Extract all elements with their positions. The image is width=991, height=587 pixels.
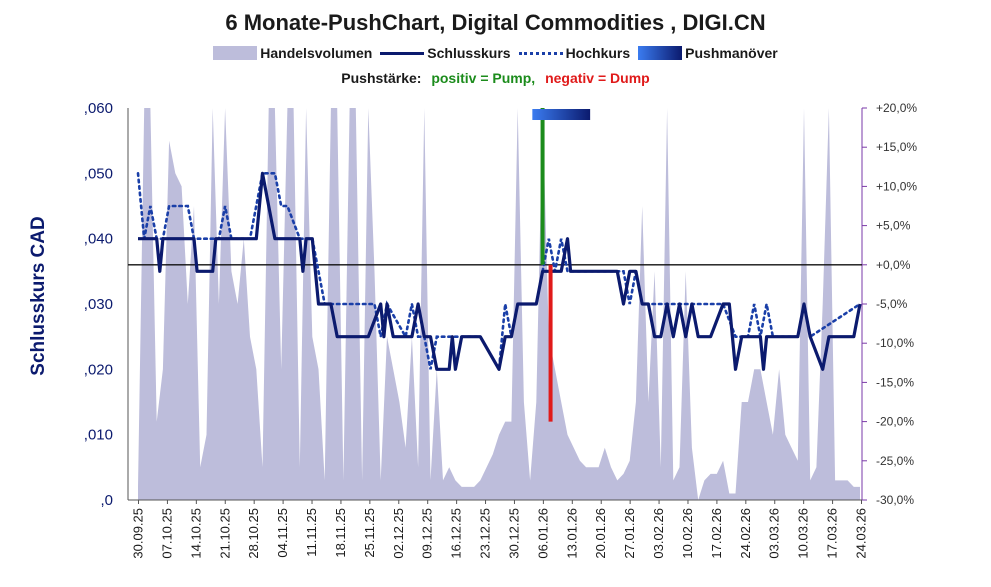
legend-push: Pushmanöver [638, 45, 778, 61]
legend-volume: Handelsvolumen [213, 45, 372, 61]
x-tick-label: 30.09.25 [131, 508, 146, 559]
y2-tick-label: +0,0% [876, 258, 911, 272]
y2-tick-label: +20,0% [876, 101, 917, 115]
x-tick-label: 27.01.26 [622, 508, 637, 559]
x-tick-label: 06.01.26 [535, 508, 550, 559]
legend-high: Hochkurs [518, 45, 631, 61]
x-tick-label: 20.01.26 [593, 508, 608, 559]
x-tick-label: 07.10.25 [159, 508, 174, 559]
y2-tick-label: -25,0% [876, 454, 914, 468]
push-strength-legend: Pushstärke: positiv = Pump, negativ = Du… [0, 70, 991, 86]
push-negative-label: negativ = Dump [545, 70, 650, 86]
close-series-line [138, 171, 862, 371]
y-tick-label: ,040 [84, 231, 113, 248]
x-tick-label: 23.12.25 [478, 508, 493, 559]
push-positive-label: positiv = Pump, [431, 70, 536, 86]
x-tick-label: 10.02.26 [680, 508, 695, 559]
y2-tick-label: +10,0% [876, 179, 917, 193]
y2-tick-label: -30,0% [876, 493, 914, 507]
legend: Handelsvolumen Schlusskurs Hochkurs Push… [0, 45, 991, 61]
x-tick-label: 13.01.26 [564, 508, 579, 559]
y-tick-label: ,060 [84, 100, 113, 117]
x-tick-label: 25.11.25 [362, 508, 377, 558]
legend-volume-label: Handelsvolumen [260, 45, 373, 61]
legend-close-swatch [380, 51, 425, 55]
x-tick-label: 17.02.26 [709, 508, 724, 559]
legend-close-label: Schlusskurs [427, 45, 511, 61]
x-tick-label: 14.10.25 [188, 508, 203, 559]
x-tick-label: 10.03.26 [796, 508, 811, 559]
x-tick-label: 16.12.25 [449, 508, 464, 559]
x-tick-label: 04.11.25 [275, 508, 290, 558]
x-tick-label: 18.11.25 [333, 508, 348, 558]
x-tick-label: 30.12.25 [506, 508, 521, 559]
y-axis-title: Schlusskurs CAD [28, 216, 49, 375]
y2-tick-label: +5,0% [876, 219, 911, 233]
x-tick-label: 09.12.25 [420, 508, 435, 559]
x-tick-label: 03.03.26 [767, 508, 782, 559]
y2-tick-label: -5,0% [876, 297, 908, 311]
y-tick-label: ,0 [100, 492, 113, 509]
y2-tick-label: -10,0% [876, 336, 914, 350]
x-tick-label: 24.03.26 [854, 508, 869, 559]
volume-area [138, 108, 860, 500]
chart-title: 6 Monate-PushChart, Digital Commodities … [225, 10, 766, 35]
legend-high-swatch [518, 51, 563, 55]
legend-close: Schlusskurs [380, 45, 511, 61]
push-maneuver-band [532, 109, 591, 120]
y-tick-label: ,050 [84, 165, 113, 182]
y-tick-label: ,030 [84, 296, 113, 313]
x-tick-label: 03.02.26 [651, 508, 666, 559]
legend-push-swatch [638, 46, 683, 60]
legend-volume-swatch [213, 46, 258, 60]
x-tick-label: 02.12.25 [391, 508, 406, 559]
y2-tick-label: -20,0% [876, 415, 914, 429]
x-tick-label: 28.10.25 [246, 508, 261, 559]
y2-tick-label: -15,0% [876, 375, 914, 389]
x-tick-label: 17.03.26 [825, 508, 840, 559]
legend-high-label: Hochkurs [565, 45, 631, 61]
y-tick-label: ,020 [84, 361, 113, 378]
legend-push-label: Pushmanöver [685, 45, 778, 61]
push-strength-label: Pushstärke: [341, 70, 422, 86]
y2-tick-label: +15,0% [876, 140, 917, 154]
y-tick-label: ,010 [84, 427, 113, 444]
x-tick-label: 21.10.25 [217, 508, 232, 559]
x-tick-label: 11.11.25 [304, 508, 319, 557]
x-tick-label: 24.02.26 [738, 508, 753, 559]
